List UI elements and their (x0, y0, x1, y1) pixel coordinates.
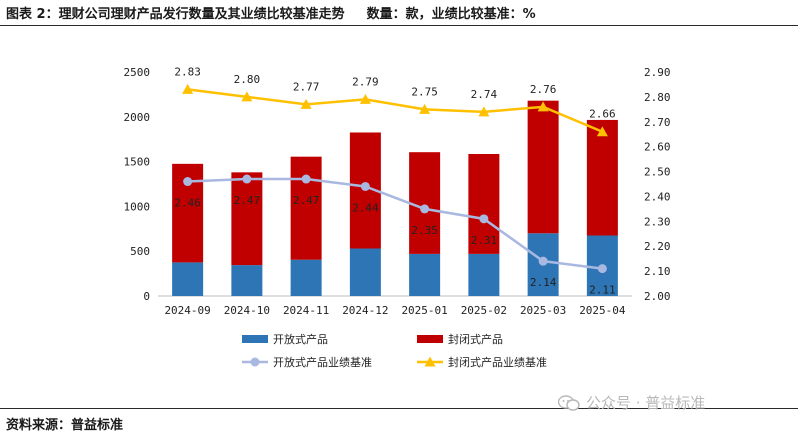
bar-closed (290, 156, 322, 260)
bar-closed (468, 153, 500, 254)
source-note: 资料来源：普益标准 (6, 418, 124, 433)
bar-closed (409, 152, 441, 254)
point-closed-benchmark (300, 98, 312, 109)
legend-closed-benchmark-marker (424, 356, 436, 367)
y-right-tick-label: 2.90 (644, 66, 671, 79)
label-closed-benchmark: 2.80 (234, 73, 261, 86)
bar-open (349, 248, 381, 296)
point-open-benchmark (597, 264, 607, 274)
x-tick-label: 2024-10 (224, 304, 270, 317)
label-closed-benchmark: 2.83 (174, 65, 201, 78)
legend-closed-label: 封闭式产品 (448, 332, 503, 346)
point-closed-benchmark (359, 93, 371, 104)
y-right-tick-label: 2.70 (644, 116, 671, 129)
label-closed-benchmark: 2.79 (352, 75, 379, 88)
y-right-tick-label: 2.20 (644, 240, 671, 253)
x-tick-label: 2024-11 (283, 304, 329, 317)
label-open-benchmark: 2.44 (352, 201, 379, 214)
y-left-tick-label: 2500 (124, 66, 151, 79)
point-open-benchmark (360, 181, 370, 191)
title-divider (0, 25, 798, 26)
point-open-benchmark (479, 214, 489, 224)
line-open-benchmark (187, 177, 603, 270)
legend-open-benchmark-label: 开放式产品业绩基准 (273, 355, 372, 369)
y-right-tick-label: 2.60 (644, 141, 671, 154)
bar-closed (586, 119, 618, 236)
bar-closed (231, 172, 263, 266)
label-closed-benchmark: 2.66 (589, 108, 616, 121)
label-open-benchmark: 2.11 (589, 284, 616, 297)
x-tick-label: 2025-02 (461, 304, 507, 317)
point-closed-benchmark (241, 91, 253, 102)
label-open-benchmark: 2.35 (411, 224, 438, 237)
legend-closed-benchmark-label: 封闭式产品业绩基准 (448, 355, 547, 369)
y-right-tick-label: 2.30 (644, 215, 671, 228)
x-tick-label: 2025-03 (520, 304, 566, 317)
label-open-benchmark: 2.31 (471, 234, 498, 247)
point-open-benchmark (183, 177, 193, 187)
label-closed-benchmark: 2.76 (530, 83, 557, 96)
y-left-tick-label: 0 (143, 290, 150, 303)
point-closed-benchmark (182, 83, 194, 94)
point-open-benchmark (538, 256, 548, 266)
x-tick-label: 2025-04 (579, 304, 626, 317)
y-left-tick-label: 1500 (124, 156, 151, 169)
bar-open (231, 265, 263, 296)
bar-open (409, 253, 441, 296)
line-closed-benchmark (187, 88, 603, 133)
point-open-benchmark (420, 204, 430, 214)
wechat-icon (558, 394, 580, 411)
label-closed-benchmark: 2.74 (471, 88, 498, 101)
legend-open-benchmark-marker (250, 357, 260, 367)
units-text: 数量：款，业绩比较基准：% (366, 7, 536, 22)
x-tick-label: 2024-09 (164, 304, 210, 317)
y-right-tick-label: 2.00 (644, 290, 671, 303)
y-right-tick-label: 2.40 (644, 190, 671, 203)
point-open-benchmark (242, 174, 252, 184)
point-closed-benchmark (596, 126, 608, 137)
y-left-tick-label: 1000 (124, 200, 151, 213)
title-text: 图表 2：理财公司理财产品发行数量及其业绩比较基准走势 (6, 7, 345, 22)
y-left-tick-label: 2000 (124, 111, 151, 124)
legend-open-label: 开放式产品 (273, 332, 328, 346)
y-right-tick-label: 2.50 (644, 166, 671, 179)
y-right-tick-label: 2.10 (644, 265, 671, 278)
bar-open (172, 262, 204, 296)
legend-closed-swatch (417, 335, 443, 343)
y-left-tick-label: 500 (130, 245, 150, 258)
footer-divider (0, 408, 798, 409)
label-closed-benchmark: 2.77 (293, 80, 320, 93)
watermark-text: 公众号 · 普益标准 (586, 394, 706, 412)
chart-title: 图表 2：理财公司理财产品发行数量及其业绩比较基准走势 数量：款，业绩比较基准：% (6, 3, 536, 22)
point-closed-benchmark (537, 101, 549, 112)
label-open-benchmark: 2.14 (530, 276, 557, 289)
label-closed-benchmark: 2.75 (411, 85, 438, 98)
point-closed-benchmark (419, 103, 431, 114)
y-right-tick-label: 2.80 (644, 91, 671, 104)
point-open-benchmark (301, 174, 311, 184)
x-tick-label: 2025-01 (401, 304, 447, 317)
legend-open-swatch (242, 335, 268, 343)
point-closed-benchmark (478, 106, 490, 117)
x-tick-label: 2024-12 (342, 304, 388, 317)
label-open-benchmark: 2.46 (174, 197, 201, 210)
bar-open (290, 259, 322, 296)
watermark: 公众号 · 普益标准 (558, 392, 705, 413)
label-open-benchmark: 2.47 (234, 194, 261, 207)
bar-closed (527, 100, 559, 234)
bar-open (468, 253, 500, 296)
label-open-benchmark: 2.47 (293, 194, 320, 207)
